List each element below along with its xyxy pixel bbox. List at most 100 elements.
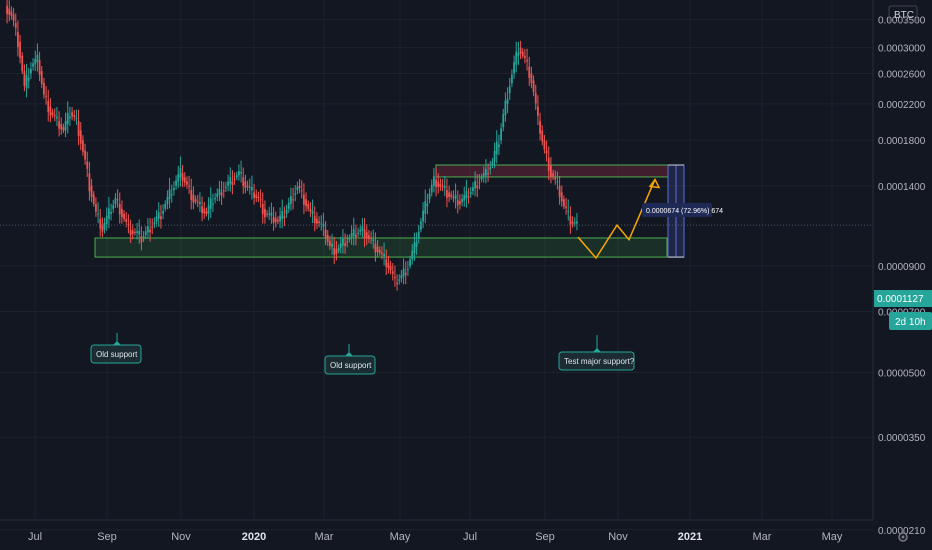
candle-body bbox=[376, 246, 379, 253]
candle-body bbox=[279, 215, 281, 222]
candle-body bbox=[346, 241, 349, 243]
candle-body bbox=[105, 215, 108, 225]
candle-body bbox=[175, 180, 177, 186]
candle-body bbox=[127, 224, 130, 226]
candle-body bbox=[283, 216, 286, 219]
candle-body bbox=[402, 268, 405, 277]
candle-body bbox=[428, 193, 431, 200]
candle-body bbox=[409, 259, 411, 266]
candle-body bbox=[474, 181, 476, 189]
countdown-badge: 2d 10h bbox=[889, 312, 932, 330]
callout-3-text: Test major support? bbox=[564, 357, 635, 366]
projection-path[interactable] bbox=[577, 179, 656, 260]
candle-body bbox=[19, 41, 21, 59]
candle-body bbox=[177, 174, 180, 182]
candle-body bbox=[246, 185, 249, 187]
candle-body bbox=[34, 59, 37, 65]
candle-body bbox=[14, 23, 17, 28]
candle-body bbox=[467, 196, 470, 198]
candle-body bbox=[10, 11, 13, 16]
candle-body bbox=[23, 71, 26, 86]
candle-body bbox=[437, 181, 440, 187]
time-axis[interactable]: Jul Sep Nov 2020 Mar May Jul Sep Nov 2021 Mar May bbox=[0, 519, 873, 543]
candle-body bbox=[285, 209, 288, 214]
candle-body bbox=[225, 186, 227, 188]
last-price-badge: 0.0001127 bbox=[874, 290, 932, 307]
candle-body bbox=[86, 161, 89, 169]
resistance-zone[interactable] bbox=[435, 164, 669, 178]
candle-body bbox=[448, 192, 450, 197]
candle-body bbox=[530, 73, 533, 83]
candle-body bbox=[342, 238, 344, 246]
candle-body bbox=[114, 198, 117, 204]
candle-body bbox=[292, 199, 294, 201]
candle-body bbox=[261, 203, 264, 215]
x-tick-label: 2021 bbox=[678, 531, 702, 543]
candle-body bbox=[216, 193, 219, 197]
candle-body bbox=[99, 218, 102, 229]
candle-body bbox=[381, 252, 383, 254]
candle-body bbox=[153, 222, 156, 225]
candle-body bbox=[454, 194, 457, 200]
candle-body bbox=[6, 5, 8, 15]
candle-body bbox=[12, 14, 15, 21]
candle-body bbox=[355, 234, 357, 238]
candle-body bbox=[528, 66, 531, 78]
candle-body bbox=[205, 211, 208, 214]
candle-body bbox=[498, 144, 500, 148]
y-tick-label: 0.0001800 bbox=[878, 136, 926, 147]
candle-body bbox=[404, 272, 407, 275]
x-tick-label: May bbox=[390, 531, 411, 543]
candle-body bbox=[266, 213, 268, 215]
candle-body bbox=[398, 279, 401, 281]
callout-old-support-2[interactable]: Old support bbox=[324, 344, 376, 375]
currency-label: BTC bbox=[894, 10, 914, 21]
candle-body bbox=[229, 177, 232, 184]
candle-body bbox=[482, 173, 485, 178]
candle-body bbox=[53, 115, 56, 117]
settings-gear-icon[interactable] bbox=[898, 532, 908, 542]
candle-body bbox=[190, 190, 193, 201]
candle-body bbox=[49, 106, 52, 116]
candle-body bbox=[82, 140, 84, 152]
candle-body bbox=[463, 195, 466, 201]
candle-body bbox=[196, 201, 199, 203]
candle-body bbox=[138, 230, 141, 235]
candle-body bbox=[30, 68, 32, 74]
candle-body bbox=[396, 282, 398, 284]
chart-grid bbox=[0, 0, 873, 531]
candle-body bbox=[101, 224, 104, 232]
candle-body bbox=[326, 235, 329, 242]
candle-body bbox=[352, 229, 355, 237]
candle-body bbox=[476, 185, 479, 188]
candlestick-series bbox=[6, 0, 578, 291]
candle-body bbox=[309, 208, 312, 212]
candle-body bbox=[307, 203, 310, 209]
callout-test-support[interactable]: Test major support? bbox=[558, 335, 635, 371]
candle-body bbox=[318, 221, 320, 224]
candle-body bbox=[222, 190, 225, 192]
candle-body bbox=[300, 190, 303, 192]
candle-body bbox=[344, 243, 346, 246]
callout-old-support-1[interactable]: Old support bbox=[90, 333, 142, 364]
candle-body bbox=[506, 98, 509, 104]
price-range-measure[interactable]: 0.0000674 (72.96%) 674 bbox=[642, 164, 723, 258]
candle-body bbox=[383, 253, 385, 257]
candle-body bbox=[123, 213, 125, 219]
candle-body bbox=[272, 216, 275, 223]
candle-body bbox=[311, 210, 314, 214]
candle-body bbox=[164, 203, 167, 209]
candle-body bbox=[565, 206, 567, 209]
candle-body bbox=[389, 265, 392, 271]
price-axis[interactable]: 0.0003500 0.0003000 0.0002600 0.0002200 0.00… bbox=[872, 0, 926, 537]
support-zone[interactable] bbox=[94, 237, 668, 258]
candle-body bbox=[433, 176, 435, 186]
candle-body bbox=[320, 223, 323, 225]
candle-body bbox=[524, 55, 526, 58]
candle-body bbox=[58, 121, 60, 129]
candle-body bbox=[17, 32, 19, 48]
candle-body bbox=[155, 216, 158, 222]
candle-body bbox=[277, 219, 279, 222]
candle-body bbox=[357, 232, 359, 234]
